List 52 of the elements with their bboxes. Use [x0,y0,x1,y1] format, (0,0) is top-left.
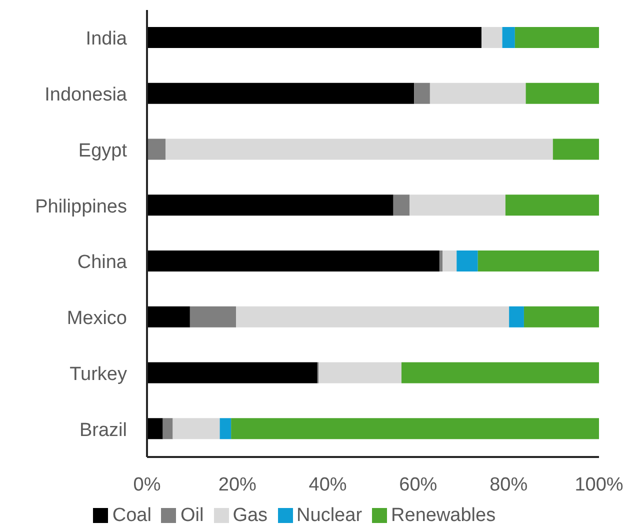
bar [318,362,402,384]
legend-label: Renewables [391,505,496,526]
bar [166,138,553,160]
bar [526,82,599,104]
bar [509,306,524,328]
y-tick-label: India [86,28,128,50]
bar [147,250,440,272]
y-tick-label: China [77,252,128,274]
bar [147,138,166,160]
bar [147,194,394,216]
y-tick-label: Turkey [70,364,128,385]
bar [172,418,220,440]
y-tick-label: Mexico [66,308,127,330]
bar [430,82,526,104]
bar [236,306,510,328]
x-tick-label: 0% [133,474,161,496]
bar [190,306,236,328]
bar [505,194,599,216]
x-tick-label: 60% [399,474,438,496]
bar [481,27,502,48]
bar [147,362,318,384]
bar [552,138,599,160]
y-tick-label: Brazil [79,420,127,441]
bar [410,194,506,216]
bar [439,250,443,272]
bar [220,418,232,440]
bar [231,418,599,440]
y-tick-label: Indonesia [44,84,128,106]
legend-label: Gas [232,505,268,526]
legend-label: Coal [112,505,152,526]
bar [514,27,599,48]
y-tick-label: Philippines [35,196,127,218]
y-tick-label: Egypt [78,140,128,162]
legend-label: Oil [180,505,204,526]
bar [442,250,457,272]
bar [147,27,482,48]
bar [401,362,599,384]
bar [147,306,190,328]
legend-label: Nuclear [296,505,362,526]
x-tick-label: 80% [490,474,528,496]
bar [456,250,478,272]
bar [524,306,599,328]
bar [147,82,414,104]
x-tick-label: 100% [574,474,624,496]
x-tick-label: 20% [218,474,257,496]
bar [393,194,410,216]
bar [147,418,163,440]
bar [162,418,173,440]
bar [478,250,599,272]
x-tick-label: 40% [308,474,347,496]
bar [414,82,430,104]
bar [502,27,515,48]
